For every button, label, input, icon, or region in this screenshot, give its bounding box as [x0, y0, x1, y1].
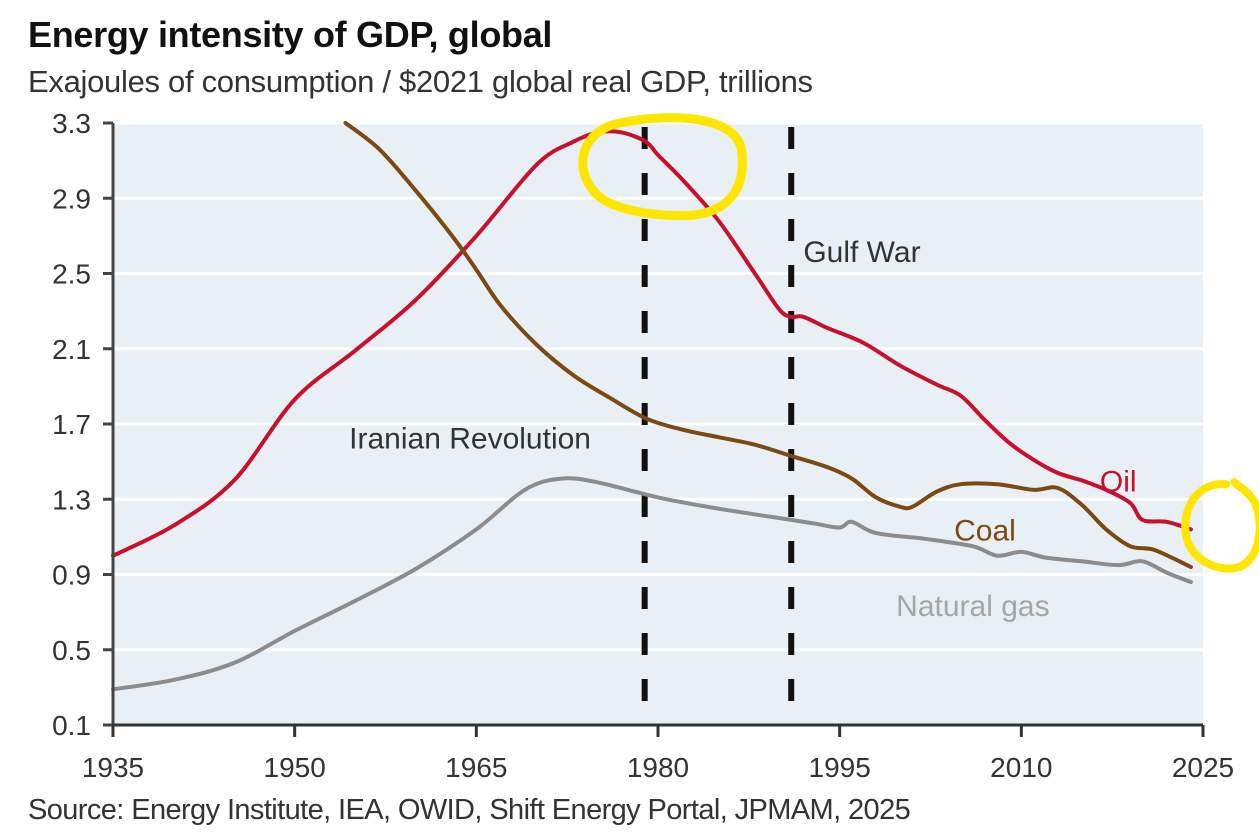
x-tick-label: 1980: [627, 752, 689, 783]
series-label-natural-gas: Natural gas: [896, 590, 1049, 623]
x-tick-label: 2025: [1172, 752, 1234, 783]
y-tick-label: 0.5: [52, 635, 91, 666]
y-tick-label: 2.5: [52, 259, 91, 290]
y-tick-label: 3.3: [52, 108, 91, 139]
x-tick-label: 2010: [990, 752, 1052, 783]
x-tick-label: 1965: [445, 752, 507, 783]
highlight-marks: [578, 113, 1259, 573]
series-line-natural-gas: [111, 476, 1193, 692]
y-tick-label: 2.9: [52, 183, 91, 214]
highlight-circle: [578, 113, 747, 221]
source-note: Source: Energy Institute, IEA, OWID, Shi…: [28, 794, 911, 826]
y-tick-label: 0.1: [52, 710, 91, 741]
highlight-circle: [1181, 478, 1259, 573]
y-tick-label: 1.7: [52, 409, 91, 440]
chart-subtitle: Exajoules of consumption / $2021 global …: [28, 64, 813, 99]
annotation-gulf-war: Gulf War: [803, 236, 920, 269]
chart-title: Energy intensity of GDP, global: [28, 14, 553, 55]
x-tick-label: 1950: [264, 752, 326, 783]
series-lines: [111, 121, 1193, 692]
series-label-coal: Coal: [954, 515, 1016, 548]
x-tick-label: 1935: [82, 752, 144, 783]
series-label-oil: Oil: [1100, 466, 1137, 499]
x-tick-label: 1995: [809, 752, 871, 783]
y-tick-label: 0.9: [52, 560, 91, 591]
annotation-iranian-revolution: Iranian Revolution: [349, 422, 591, 455]
y-tick-label: 2.1: [52, 334, 91, 365]
y-tick-label: 1.3: [52, 484, 91, 515]
axes: 3.3 2.9 2.5 2.1 1.7 1.3 0.9 0.5 0.1 1935 1950 1965 1…: [52, 108, 1234, 783]
series-line-coal: [343, 121, 1193, 569]
annotations: Iranian Revolution Gulf War: [349, 236, 920, 455]
event-lines: [641, 127, 795, 717]
series-line-oil: [111, 129, 1193, 558]
series-labels: Oil Coal Natural gas: [896, 466, 1136, 623]
